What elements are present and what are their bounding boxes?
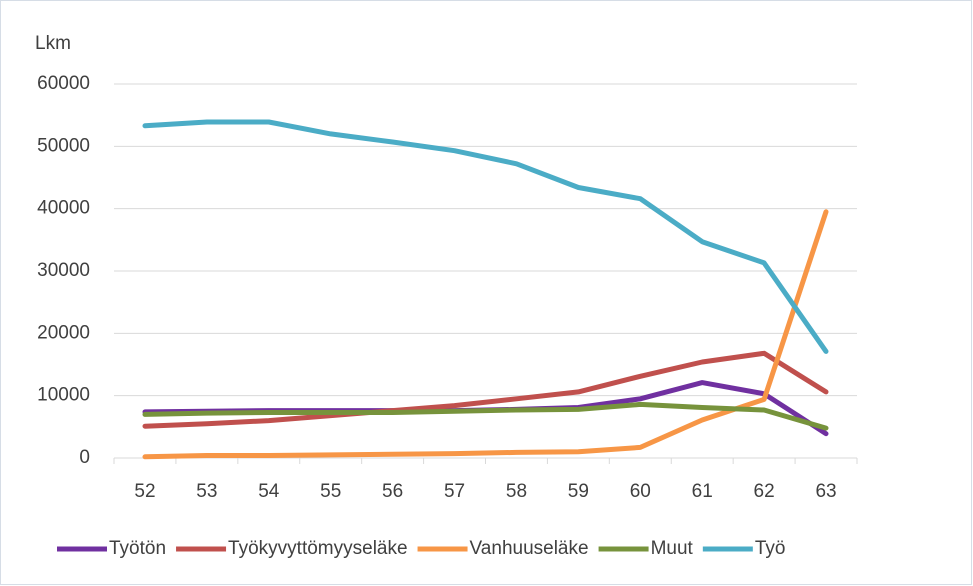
y-tick-label: 30000: [37, 260, 90, 281]
x-tick-label: 58: [506, 481, 527, 502]
series-line: [142, 119, 829, 354]
x-tick-label: 52: [134, 481, 155, 502]
legend-label: Työkyvyttömyyseläke: [228, 538, 408, 559]
x-tick-label: 61: [692, 481, 713, 502]
x-tick-label: 63: [815, 481, 836, 502]
legend-label: Työ: [755, 538, 786, 559]
legend-label: Muut: [651, 538, 694, 559]
x-tick-label: 55: [320, 481, 341, 502]
x-tick-label: 59: [568, 481, 589, 502]
x-tick-label: 54: [258, 481, 280, 502]
series-line: [142, 209, 829, 460]
x-tick-label: 56: [382, 481, 403, 502]
legend-label: Työtön: [109, 538, 166, 559]
series-line: [142, 401, 829, 431]
y-tick-label: 50000: [37, 135, 90, 156]
y-tick-label: 60000: [37, 73, 90, 94]
series-line: [142, 350, 829, 429]
y-tick-label: 10000: [37, 385, 90, 406]
legend-label: Vanhuuseläke: [470, 538, 589, 559]
y-tick-label: 40000: [37, 198, 90, 219]
x-tick-label: 57: [444, 481, 465, 502]
y-tick-label: 20000: [37, 322, 90, 343]
x-tick-label: 60: [630, 481, 651, 502]
x-tick-label: 53: [196, 481, 217, 502]
y-axis-label: Lkm: [35, 33, 71, 54]
y-tick-label: 0: [79, 447, 90, 468]
x-tick-label: 62: [754, 481, 775, 502]
